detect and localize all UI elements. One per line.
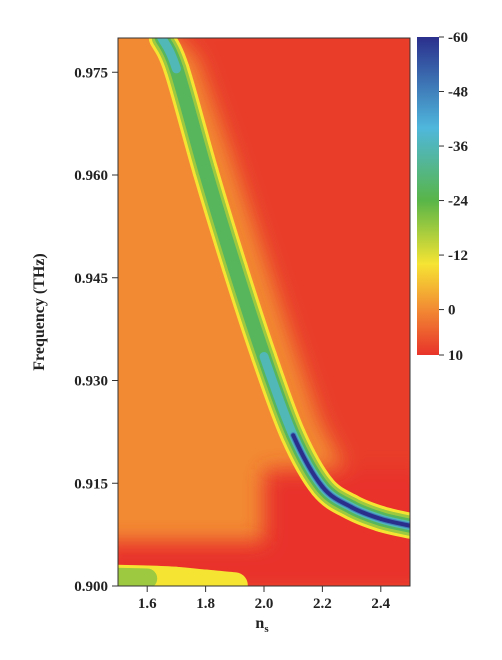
colorbar-tick-label: 10: [448, 348, 463, 364]
colorbar-tick-label: 0: [448, 303, 456, 319]
y-axis-title: Frequency (THz): [31, 253, 48, 370]
colorbar: -60 -48 -36 -24 -12 0 10: [417, 30, 468, 364]
resonance-band: [291, 433, 325, 489]
y-tick-label: 0.900: [74, 579, 108, 595]
resonance-bands: [118, 38, 410, 586]
resonance-band: [259, 352, 298, 440]
x-tick-label: 1.8: [196, 596, 215, 612]
resonance-band: [349, 505, 383, 521]
colorbar-ticks: -60 -48 -36 -24 -12 0 10: [439, 30, 468, 364]
resonance-band: [169, 61, 213, 179]
colorbar-tick-label: -24: [448, 194, 468, 210]
lower-band: [192, 569, 248, 586]
resonance-band: [157, 38, 181, 74]
x-axis: 1.6 1.8 2.0 2.2 2.4: [138, 586, 391, 612]
colorbar-scale: [417, 37, 439, 355]
colorbar-tick-label: -60: [448, 30, 468, 46]
plot-area: [117, 37, 411, 587]
colorbar-tick-label: -12: [448, 248, 468, 264]
resonance-band: [320, 484, 354, 510]
lower-band: [118, 567, 158, 586]
y-tick-label: 0.915: [74, 476, 108, 492]
y-tick-label: 0.930: [74, 374, 108, 390]
x-axis-title: ns: [255, 615, 269, 635]
x-tick-label: 1.6: [138, 596, 157, 612]
x-axis-title-subscript: s: [264, 623, 269, 635]
x-tick-label: 2.4: [371, 596, 390, 612]
red-region-upper: [175, 38, 410, 510]
resonance-band: [227, 260, 271, 364]
resonance-band: [378, 516, 410, 528]
y-tick-label: 0.960: [74, 168, 108, 184]
colorbar-tick-label: -48: [448, 85, 468, 101]
y-tick-label: 0.975: [74, 65, 108, 81]
resonance-band: [198, 164, 242, 275]
colorbar-tick-label: -36: [448, 139, 468, 155]
x-axis-title-main: n: [255, 615, 264, 632]
y-axis: 0.900 0.915 0.930 0.945 0.960 0.975: [74, 65, 118, 595]
x-tick-label: 2.0: [255, 596, 274, 612]
x-tick-label: 2.2: [313, 596, 332, 612]
y-tick-label: 0.945: [74, 271, 108, 287]
